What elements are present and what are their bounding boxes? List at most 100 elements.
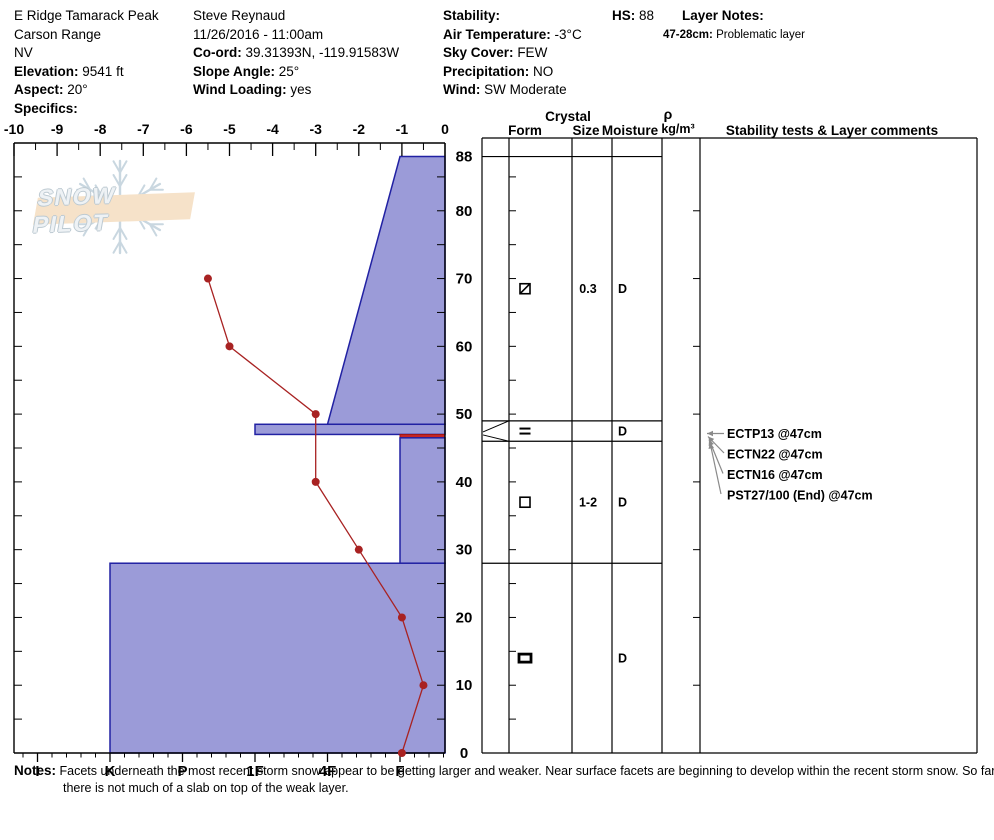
snowflake-branch [112, 226, 121, 240]
snowflake-branch [119, 160, 128, 174]
depth-label: 0 [460, 745, 468, 762]
temp-axis-label: -7 [137, 121, 150, 137]
temp-axis-label: -10 [4, 121, 24, 137]
depth-label: 60 [456, 338, 473, 355]
hardness-label: 1F [246, 763, 264, 780]
stability-tests: ECTP13 @47cm ECTN22 @47cm ECTN16 @47cm PST2… [707, 427, 873, 503]
col-header-rho-units: kg/m³ [661, 122, 694, 136]
depth-label: 30 [456, 542, 473, 559]
field-label: Slope Angle: [193, 63, 276, 79]
form-symbol [519, 282, 531, 295]
header-field: Carson Range [14, 26, 159, 45]
col-header-crystal: Crystal [545, 109, 591, 124]
header-field: Layer Notes: [682, 7, 805, 26]
temp-axis-label: -9 [51, 121, 64, 137]
form-square-icon [519, 496, 531, 509]
test-label: ECTP13 @47cm [727, 427, 822, 441]
form-symbol [519, 496, 531, 509]
field-value: 9541 ft [82, 63, 124, 79]
temperature-point [203, 274, 212, 283]
temperature-point [311, 410, 320, 419]
temp-axis-label: -8 [94, 121, 107, 137]
notes-label: Notes: [14, 763, 57, 778]
depth-axis: 0 10 20 30 40 50 60 70 80 88 [14, 149, 472, 762]
col-header-size: Size [572, 123, 600, 138]
hardness-axis: I K P 1F 4F F [22, 753, 444, 780]
col-header-rho: ρ [664, 106, 673, 122]
field-label: Wind: [443, 82, 481, 98]
flag-line [482, 420, 510, 433]
temperature-point [354, 545, 363, 554]
depth-label: 80 [456, 203, 473, 220]
temperature-point [419, 681, 428, 690]
test-label: ECTN16 @47cm [727, 468, 823, 482]
field-value: 88 [639, 8, 655, 23]
temp-axis-label: -2 [353, 121, 366, 137]
field-value: NV [14, 45, 33, 61]
snowflake-branch [112, 174, 121, 188]
header-field: Sky Cover: FEW [443, 44, 582, 63]
test-label: PST27/100 (End) @47cm [727, 489, 873, 503]
test-arrow-head [708, 442, 714, 449]
header-column: Stability: Air Temperature: -3°C Sky Cove… [443, 7, 582, 100]
field-label: Specifics: [14, 100, 78, 116]
size-value: 1-2 [579, 496, 597, 510]
header-field: Air Temperature: -3°C [443, 26, 582, 45]
test-arrow-head [707, 430, 713, 437]
col-header-form: Form [508, 123, 542, 138]
temperature-point [397, 613, 406, 622]
form-slash [519, 283, 531, 295]
snowflake-branch [119, 226, 128, 240]
field-value: 25° [278, 63, 300, 79]
flagged-layer-marker [482, 420, 510, 442]
form-square-slash-icon [519, 282, 531, 295]
test-arrow [709, 442, 722, 495]
field-value: NO [533, 63, 554, 79]
temperature-point [311, 477, 320, 486]
moisture-value: D [618, 652, 627, 666]
field-label: Precipitation: [443, 63, 530, 79]
snowflake-branch [112, 160, 121, 174]
header-field: 47-28cm: Problematic layer [663, 26, 805, 45]
temperature-polyline [207, 278, 425, 754]
depth-label: 50 [456, 406, 473, 423]
depth-label: 10 [456, 677, 473, 694]
temp-axis-label: 0 [441, 121, 449, 137]
hardness-label: P [177, 763, 187, 780]
field-value: Problematic layer [716, 28, 805, 41]
depth-label: 88 [456, 149, 473, 166]
header-field: Stability: [443, 7, 582, 26]
col-header-comments: Stability tests & Layer comments [726, 123, 938, 138]
field-value: E Ridge Tamarack Peak [14, 8, 159, 23]
layer-bar [109, 562, 446, 754]
field-value: 39.31393N, -119.91583W [245, 45, 400, 61]
snowpilot-watermark-band: SNOW PILOT [31, 182, 195, 237]
temperature-point [397, 749, 406, 757]
hardness-label: I [35, 763, 39, 780]
hardness-label: 4F [319, 763, 337, 780]
layer-bar [326, 155, 446, 426]
snow-layers [109, 155, 446, 754]
snowflake-branch [148, 177, 158, 191]
field-label: Aspect: [14, 82, 64, 98]
layer-bar [254, 423, 446, 436]
snowflake-branch [119, 240, 128, 254]
header-column: HS: 88 [612, 7, 654, 26]
notes-text: Facets underneath the most recent storm … [59, 764, 994, 795]
header-field: Precipitation: NO [443, 63, 582, 82]
notes-section: Notes: Facets underneath the most recent… [14, 762, 994, 797]
temperature-point [225, 342, 234, 351]
header-field: Co-ord: 39.31393N, -119.91583W [193, 44, 399, 63]
field-value: SW Moderate [484, 82, 567, 98]
header-field: Steve Reynaud [193, 7, 399, 26]
header-field: Wind Loading: yes [193, 81, 399, 100]
header-field: 11/26/2016 - 11:00am [193, 26, 399, 45]
temp-axis-label: -4 [266, 121, 279, 137]
header-column: Layer Notes: 47-28cm: Problematic layer [663, 7, 805, 44]
field-value: yes [290, 82, 312, 98]
header-field: Specifics: [14, 100, 159, 119]
snowpilot-logo-text: SNOW PILOT [30, 181, 119, 238]
